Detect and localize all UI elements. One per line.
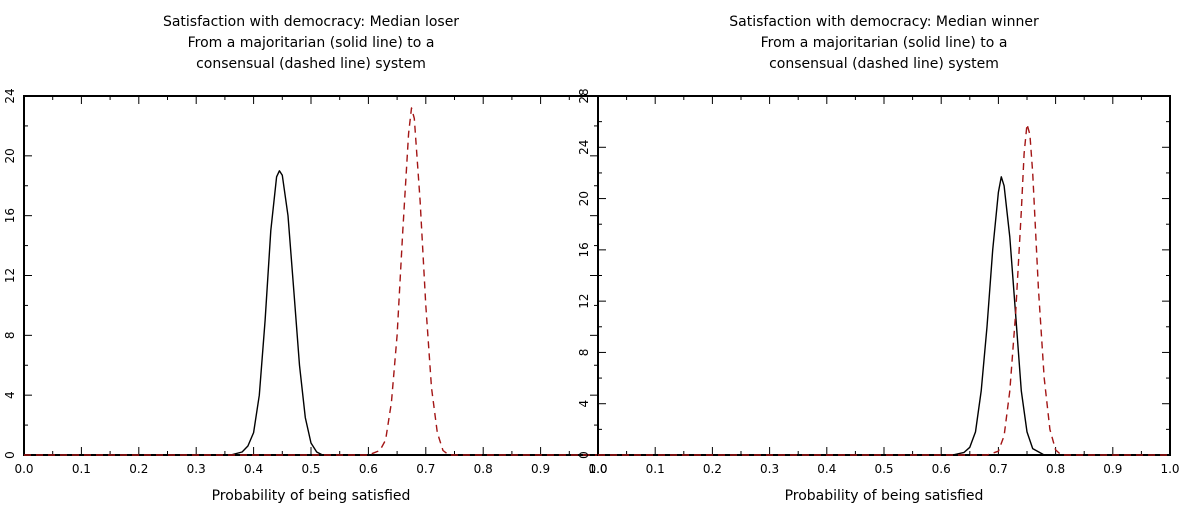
x-tick-label: 0.4 — [817, 462, 836, 476]
y-tick-label: 16 — [577, 242, 591, 257]
y-tick-label: 24 — [3, 88, 17, 103]
chart-title-line: consensual (dashed line) system — [196, 56, 426, 72]
solid-density-line — [24, 170, 598, 456]
x-tick-label: 1.0 — [588, 462, 607, 476]
y-tick-label: 24 — [577, 140, 591, 155]
x-tick-label: 0.9 — [1103, 462, 1122, 476]
y-tick-label: 12 — [3, 268, 17, 283]
y-tick-label: 8 — [577, 349, 591, 357]
x-tick-label: 0.6 — [359, 462, 378, 476]
chart-title-line: Satisfaction with democracy: Median lose… — [163, 14, 459, 30]
x-tick-label: 0.3 — [760, 462, 779, 476]
x-tick-label: 0.2 — [129, 462, 148, 476]
chart-title-line: From a majoritarian (solid line) to a — [188, 35, 435, 51]
y-tick-label: 8 — [3, 332, 17, 340]
y-tick-label: 4 — [3, 391, 17, 399]
y-tick-label: 28 — [577, 88, 591, 103]
plot-frame — [597, 95, 1171, 456]
x-tick-label: 0.0 — [588, 462, 607, 476]
plot-frame — [23, 95, 599, 456]
dashed-density-line — [598, 123, 1170, 456]
x-tick-label: 0.6 — [932, 462, 951, 476]
x-tick-label: 0.5 — [301, 462, 320, 476]
x-tick-label: 0.0 — [14, 462, 33, 476]
chart-title-line: From a majoritarian (solid line) to a — [761, 35, 1008, 51]
panel-1: Satisfaction with democracy: Median lose… — [3, 14, 608, 504]
x-tick-label: 0.7 — [989, 462, 1008, 476]
panel-2: Satisfaction with democracy: Median winn… — [577, 14, 1180, 504]
x-tick-label: 0.9 — [531, 462, 550, 476]
x-axis-label: Probability of being satisfied — [785, 488, 984, 504]
dashed-density-line — [24, 107, 598, 456]
y-tick-label: 20 — [3, 148, 17, 163]
y-tick-label: 16 — [3, 208, 17, 223]
y-tick-label: 4 — [577, 400, 591, 408]
y-tick-label: 0 — [3, 451, 17, 459]
x-tick-label: 0.8 — [1046, 462, 1065, 476]
x-tick-label: 0.3 — [187, 462, 206, 476]
solid-density-line — [598, 176, 1170, 456]
x-tick-label: 0.5 — [874, 462, 893, 476]
x-tick-label: 1.0 — [1160, 462, 1179, 476]
y-tick-label: 20 — [577, 191, 591, 206]
x-tick-label: 0.7 — [416, 462, 435, 476]
x-tick-label: 0.1 — [72, 462, 91, 476]
x-tick-label: 0.1 — [646, 462, 665, 476]
y-tick-label: 12 — [577, 294, 591, 309]
chart-title-line: consensual (dashed line) system — [769, 56, 999, 72]
y-tick-label: 0 — [577, 451, 591, 459]
x-tick-label: 0.8 — [474, 462, 493, 476]
x-axis-label: Probability of being satisfied — [212, 488, 411, 504]
x-tick-label: 0.2 — [703, 462, 722, 476]
chart-title-line: Satisfaction with democracy: Median winn… — [729, 14, 1039, 30]
x-tick-label: 0.4 — [244, 462, 263, 476]
